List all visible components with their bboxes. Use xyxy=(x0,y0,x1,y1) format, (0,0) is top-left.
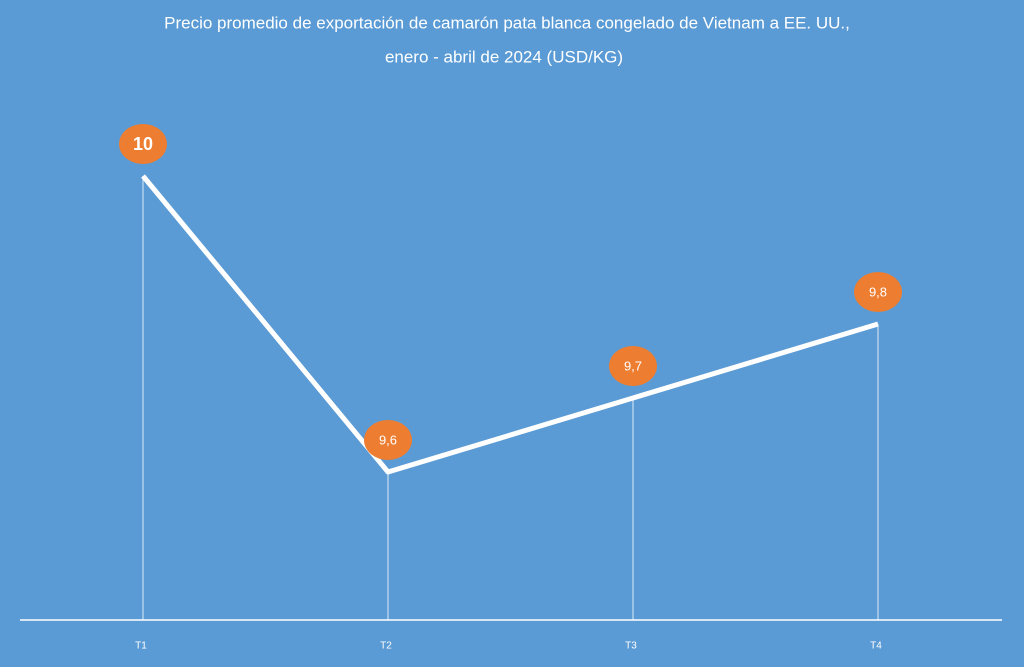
value-marker xyxy=(854,272,902,312)
line xyxy=(141,174,879,475)
value-label: 9,7 xyxy=(624,358,642,373)
x-tick-label: T4 xyxy=(870,641,882,652)
value-marker xyxy=(119,124,167,164)
value-label: 10 xyxy=(133,134,153,154)
x-tick-label: T1 xyxy=(135,641,147,652)
chart-subtitle: enero - abril de 2024 (USD/KG) xyxy=(385,47,623,66)
x-tick-label: T3 xyxy=(625,641,637,652)
value-label: 9,8 xyxy=(869,284,887,299)
x-tick-label: T2 xyxy=(380,641,392,652)
chart-title: Precio promedio de exportación de camaró… xyxy=(164,13,850,32)
value-marker xyxy=(364,420,412,460)
value-marker xyxy=(609,346,657,386)
value-label: 9,6 xyxy=(379,432,397,447)
